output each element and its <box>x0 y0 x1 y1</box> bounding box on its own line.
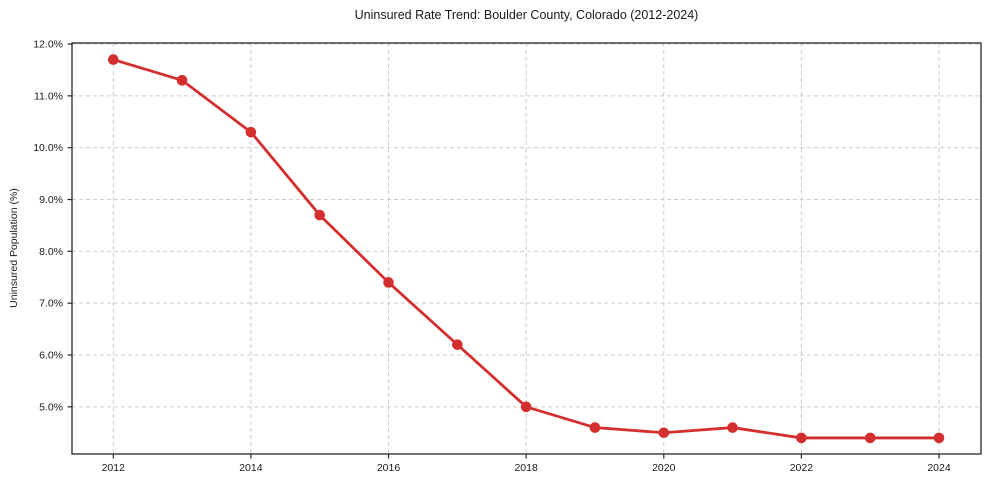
y-tick-label: 11.0% <box>34 90 63 102</box>
x-tick-label: 2016 <box>377 462 401 474</box>
data-point <box>245 126 257 138</box>
x-tick-label: 2012 <box>102 462 126 474</box>
data-point <box>796 432 807 444</box>
x-tick-label: 2018 <box>514 462 538 474</box>
y-tick-label: 6.0% <box>39 350 63 362</box>
x-tick-label: 2014 <box>239 462 263 474</box>
data-point <box>727 422 738 433</box>
x-tick-label: 2024 <box>927 462 951 474</box>
y-tick-label: 7.0% <box>39 298 63 310</box>
data-point <box>452 339 463 350</box>
x-tick-label: 2020 <box>652 462 676 474</box>
x-tick-label: 2022 <box>790 462 814 474</box>
data-point <box>658 427 670 439</box>
data-point <box>107 54 119 65</box>
data-point <box>383 277 394 288</box>
y-tick-label: 9.0% <box>39 194 63 206</box>
y-tick-label: 10.0% <box>33 142 63 154</box>
y-tick-label: 12.0% <box>33 39 63 51</box>
y-tick-label: 8.0% <box>39 246 63 258</box>
data-point <box>176 75 188 86</box>
data-point <box>864 432 876 444</box>
data-point <box>520 401 532 413</box>
data-point <box>933 432 945 444</box>
data-point <box>314 209 326 221</box>
y-tick-label: 5.0% <box>39 401 63 413</box>
data-point <box>589 422 601 433</box>
chart-title: Uninsured Rate Trend: Boulder County, Co… <box>354 8 699 22</box>
